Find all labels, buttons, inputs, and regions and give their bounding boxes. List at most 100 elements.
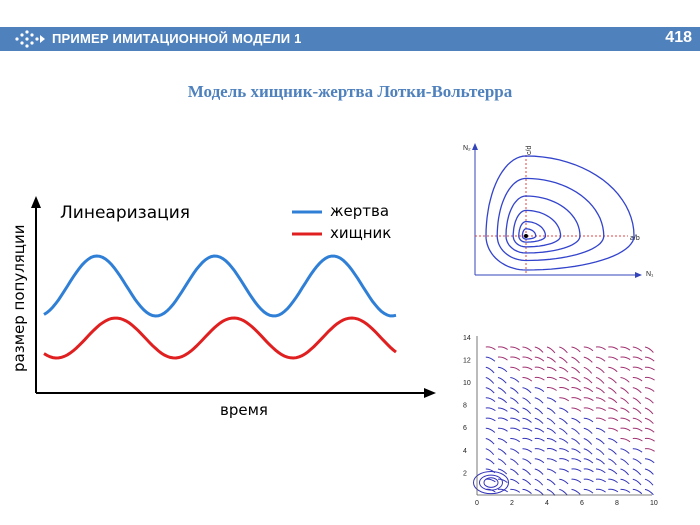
field-stroke: [644, 417, 654, 424]
field-stroke: [595, 438, 605, 445]
field-stroke: [497, 438, 508, 444]
arrows-logo-icon: [15, 30, 45, 48]
phase-orbit: [521, 228, 537, 240]
field-stroke: [485, 458, 495, 465]
field-stroke: [522, 376, 533, 382]
field-stroke: [644, 397, 654, 404]
field-stroke: [534, 397, 544, 404]
field-stroke: [644, 488, 654, 496]
left-chart-x-arrow: [424, 388, 436, 398]
field-stroke: [546, 376, 557, 381]
field-stroke: [632, 458, 642, 465]
field-stroke: [497, 407, 508, 412]
field-stroke: [608, 366, 618, 373]
field-stroke: [608, 346, 619, 350]
phase-orbit: [518, 220, 547, 243]
field-stroke: [510, 458, 519, 466]
field-stroke: [497, 427, 508, 432]
field-stroke: [522, 478, 532, 486]
field-stroke: [534, 468, 544, 475]
field-stroke: [559, 386, 570, 391]
field-stroke: [559, 458, 570, 462]
field-x-tick-label: 8: [615, 500, 619, 507]
field-stroke: [583, 458, 594, 464]
left-chart-ylabel: размер популяции: [10, 224, 28, 372]
field-stroke: [510, 427, 521, 432]
field-stroke: [534, 448, 545, 452]
slide-title: ПРИМЕР ИМИТАЦИОННОЙ МОДЕЛИ 1: [52, 31, 302, 46]
field-stroke: [632, 407, 642, 415]
field-stroke: [510, 417, 521, 422]
field-stroke: [522, 366, 533, 371]
phase-y-arrow: [472, 143, 478, 150]
field-stroke: [571, 366, 581, 374]
field-stroke: [497, 346, 508, 350]
field-stroke: [608, 478, 618, 483]
field-stroke: [485, 346, 496, 351]
field-stroke: [510, 488, 521, 493]
field-stroke: [534, 346, 544, 353]
field-stroke: [595, 448, 605, 456]
field-stroke: [571, 417, 581, 424]
field-stroke: [497, 458, 507, 466]
field-stroke: [620, 427, 631, 432]
field-y-tick-label: 2: [463, 470, 467, 477]
field-stroke: [522, 387, 532, 394]
slide-subtitle: Модель хищник-жертва Лотки-Вольтерра: [187, 82, 513, 101]
field-stroke: [608, 417, 619, 422]
field-y-tick-label: 12: [463, 357, 471, 364]
phase-portrait: N₂ N₁ c/d a/b: [463, 143, 654, 278]
field-stroke: [571, 438, 581, 445]
field-stroke: [546, 407, 556, 415]
phase-orbit: [512, 209, 562, 248]
field-stroke: [595, 377, 605, 384]
field-stroke: [571, 346, 581, 353]
field-stroke: [632, 468, 642, 476]
field-stroke: [595, 366, 605, 374]
field-stroke: [644, 458, 655, 464]
field-stroke: [546, 458, 557, 463]
field-stroke: [546, 346, 556, 354]
slide-header: ПРИМЕР ИМИТАЦИОННОЙ МОДЕЛИ 1 418: [0, 27, 700, 51]
field-y-tick-label: 6: [463, 425, 467, 432]
field-stroke: [644, 468, 654, 475]
field-stroke: [510, 437, 521, 443]
field-stroke: [546, 427, 556, 434]
field-stroke: [583, 356, 593, 363]
field-stroke: [522, 356, 533, 361]
field-stroke: [510, 468, 519, 476]
field-stroke: [510, 397, 519, 405]
field-stroke: [534, 458, 545, 464]
field-stroke: [559, 468, 569, 473]
field-stroke: [546, 448, 557, 452]
field-stroke: [644, 387, 655, 392]
field-stroke: [644, 376, 655, 381]
field-stroke: [510, 377, 520, 383]
field-stroke: [583, 346, 594, 352]
field-stroke: [583, 427, 593, 434]
field-stroke: [583, 468, 594, 473]
field-stroke: [583, 417, 594, 423]
field-stroke: [608, 427, 619, 432]
field-stroke: [620, 397, 629, 405]
field-stroke: [522, 407, 532, 415]
field-stroke: [546, 437, 557, 443]
field-stroke: [534, 366, 545, 371]
field-stroke: [620, 366, 631, 371]
field-x-tick-label: 0: [475, 500, 479, 507]
left-chart: Линеаризация время размер популяции жерт…: [10, 196, 436, 419]
field-stroke: [632, 427, 643, 432]
phase-orbit: [485, 155, 635, 271]
field-stroke: [534, 376, 545, 381]
field-stroke: [608, 468, 618, 475]
field-stroke: [620, 346, 631, 351]
field-stroke: [608, 397, 618, 404]
field-stroke: [644, 346, 654, 353]
field-stroke: [583, 478, 594, 483]
field-stroke: [510, 407, 520, 414]
field-stroke: [571, 458, 582, 463]
field-stroke: [546, 488, 556, 496]
field-stroke: [497, 366, 508, 373]
field-stroke: [534, 417, 544, 424]
field-stroke: [485, 397, 496, 402]
